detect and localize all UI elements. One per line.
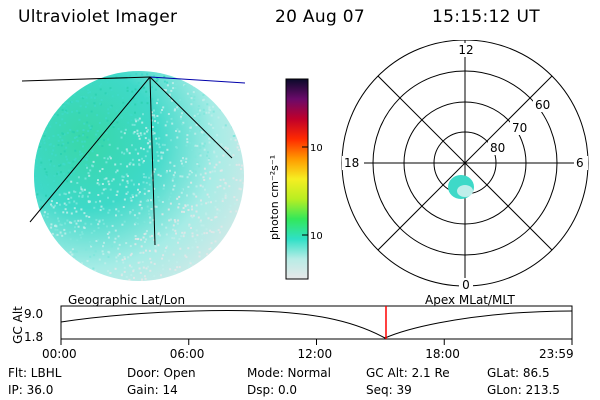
timeline-y-axis-label: GC Alt xyxy=(11,306,25,344)
info-gain: Gain: 14 xyxy=(127,383,178,397)
timeline-left-title: Geographic Lat/Lon xyxy=(68,293,186,307)
timeline-y-top: 9.0 xyxy=(24,307,44,321)
polar-emission-patch xyxy=(448,175,474,199)
intensity-colorbar: 100 10 photon cm⁻²s⁻¹ xyxy=(268,78,322,280)
info-gc-alt: GC Alt: 2.1 Re xyxy=(366,366,450,380)
colorbar-unit-label: photon cm⁻²s⁻¹ xyxy=(268,155,281,240)
tick-label-2359: 23:59 xyxy=(539,347,574,361)
info-ip: IP: 36.0 xyxy=(8,383,54,397)
colorbar-label-10: 10 xyxy=(310,231,322,242)
polar-label-mlt-12: 12 xyxy=(458,43,473,57)
polar-label-mlt-0: 0 xyxy=(462,278,470,292)
altitude-timeline xyxy=(60,305,573,345)
info-glat: GLat: 86.5 xyxy=(487,366,550,380)
tick-label-1200: 12:00 xyxy=(297,347,333,361)
info-glon: GLon: 213.5 xyxy=(487,383,560,397)
info-door: Door: Open xyxy=(127,366,196,380)
altitude-curve xyxy=(60,310,573,339)
info-dsp: Dsp: 0.0 xyxy=(247,383,298,397)
instrument-title: Ultraviolet Imager xyxy=(18,7,178,27)
observation-time: 15:15:12 UT xyxy=(432,7,540,27)
tick-label-1800: 18:00 xyxy=(425,347,460,361)
observation-date: 20 Aug 07 xyxy=(275,7,365,27)
geographic-grid-lines xyxy=(21,76,246,246)
tick-label-0600: 06:00 xyxy=(169,347,205,361)
info-filter: Flt: LBHL xyxy=(8,366,62,380)
colorbar-label-100: 100 xyxy=(310,143,322,154)
info-mode: Mode: Normal xyxy=(247,366,331,380)
timeline-ticks xyxy=(60,339,573,345)
tick-label-0000: 00:00 xyxy=(42,347,77,361)
polar-label-mlt-18: 18 xyxy=(344,156,359,170)
polar-mlt-plot: 12 0 18 6 60 70 80 xyxy=(341,40,589,292)
timeline-y-bottom: 1.8 xyxy=(24,330,44,344)
polar-grid xyxy=(341,40,589,287)
polar-label-lat-60: 60 xyxy=(535,98,550,112)
polar-label-lat-70: 70 xyxy=(512,121,527,135)
polar-label-lat-80: 80 xyxy=(490,141,505,155)
polar-label-mlt-6: 6 xyxy=(576,156,584,170)
timeline-right-title: Apex MLat/MLT xyxy=(425,293,515,307)
info-seq: Seq: 39 xyxy=(366,383,412,397)
auroral-disk-image xyxy=(21,71,246,281)
